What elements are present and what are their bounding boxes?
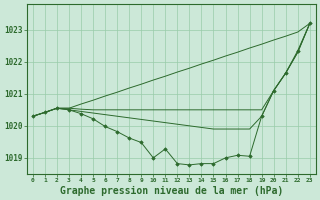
X-axis label: Graphe pression niveau de la mer (hPa): Graphe pression niveau de la mer (hPa): [60, 186, 283, 196]
